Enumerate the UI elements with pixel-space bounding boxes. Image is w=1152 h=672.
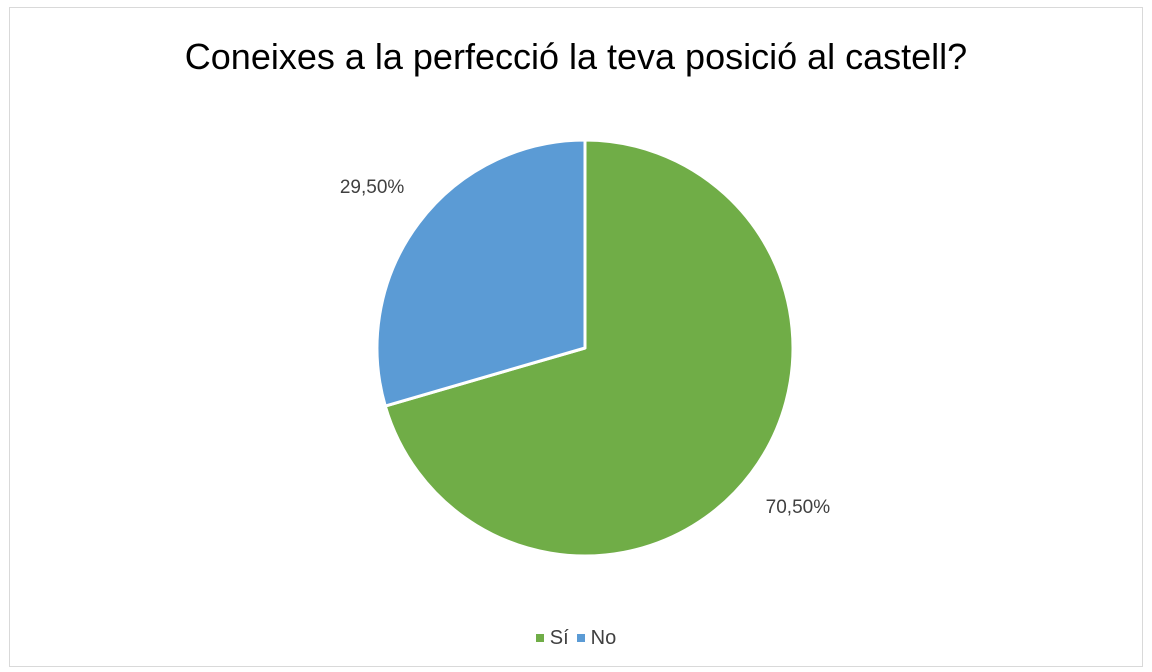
legend-label-no: No: [590, 627, 617, 649]
legend: Sí No: [10, 627, 1142, 650]
data-label-si: 70,50%: [766, 497, 831, 518]
legend-swatch-no: [576, 633, 585, 642]
data-label-no: 29,50%: [340, 177, 405, 198]
pie-chart: 70,50% 29,50%: [340, 138, 831, 558]
chart-title: Coneixes a la perfecció la teva posició …: [184, 36, 968, 77]
chart-area: Coneixes a la perfecció la teva posició …: [9, 7, 1143, 667]
legend-swatch-si: [535, 633, 544, 642]
pie-slice-no: [375, 138, 587, 408]
legend-item-si: Sí: [535, 627, 569, 650]
pie-slice-si: [383, 138, 795, 558]
legend-label-si: Sí: [549, 627, 569, 649]
legend-item-no: No: [576, 627, 617, 650]
